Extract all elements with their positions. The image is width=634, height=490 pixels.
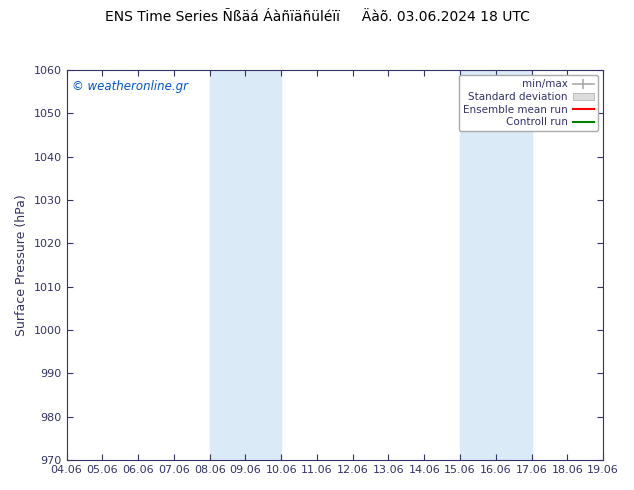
- Text: © weatheronline.gr: © weatheronline.gr: [72, 80, 188, 93]
- Bar: [460, 70, 531, 460]
- Text: ENS Time Series Ñßäá Áàñïäñüléïï     Äàõ. 03.06.2024 18 UTC: ENS Time Series Ñßäá Áàñïäñüléïï Äàõ. 03…: [105, 10, 529, 24]
- Legend: min/max, Standard deviation, Ensemble mean run, Controll run: min/max, Standard deviation, Ensemble me…: [459, 75, 598, 131]
- Y-axis label: Surface Pressure (hPa): Surface Pressure (hPa): [15, 194, 28, 336]
- Bar: [210, 70, 281, 460]
